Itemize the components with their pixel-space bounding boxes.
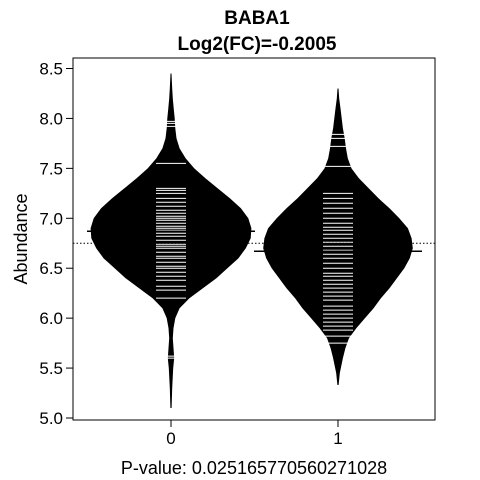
chart-title: BABA1 [224, 8, 290, 29]
y-axis-label: Abundance [11, 193, 31, 284]
y-axis: 5.0 5.5 6.0 6.5 7.0 7.5 8.0 8.5 [39, 60, 73, 428]
y-tick-label: 5.5 [39, 359, 63, 378]
y-tick-label: 5.0 [39, 409, 63, 428]
y-tick-label: 8.0 [39, 109, 63, 128]
bean-1 [254, 88, 422, 385]
bean-shape-1 [263, 88, 413, 385]
bean-0 [87, 73, 255, 408]
x-axis-label: P-value: 0.0251657705602710​28 [121, 458, 387, 478]
y-tick-label: 8.5 [39, 60, 63, 79]
x-tick-label: 0 [166, 429, 175, 448]
chart-subtitle: Log2(FC)=-0.2005 [178, 34, 337, 55]
y-tick-label: 7.5 [39, 159, 63, 178]
y-tick-label: 6.5 [39, 259, 63, 278]
x-tick-label: 1 [333, 429, 342, 448]
y-tick-label: 6.0 [39, 309, 63, 328]
plot-frame [72, 57, 436, 421]
y-tick-label: 7.0 [39, 209, 63, 228]
beans-layer [73, 73, 435, 408]
